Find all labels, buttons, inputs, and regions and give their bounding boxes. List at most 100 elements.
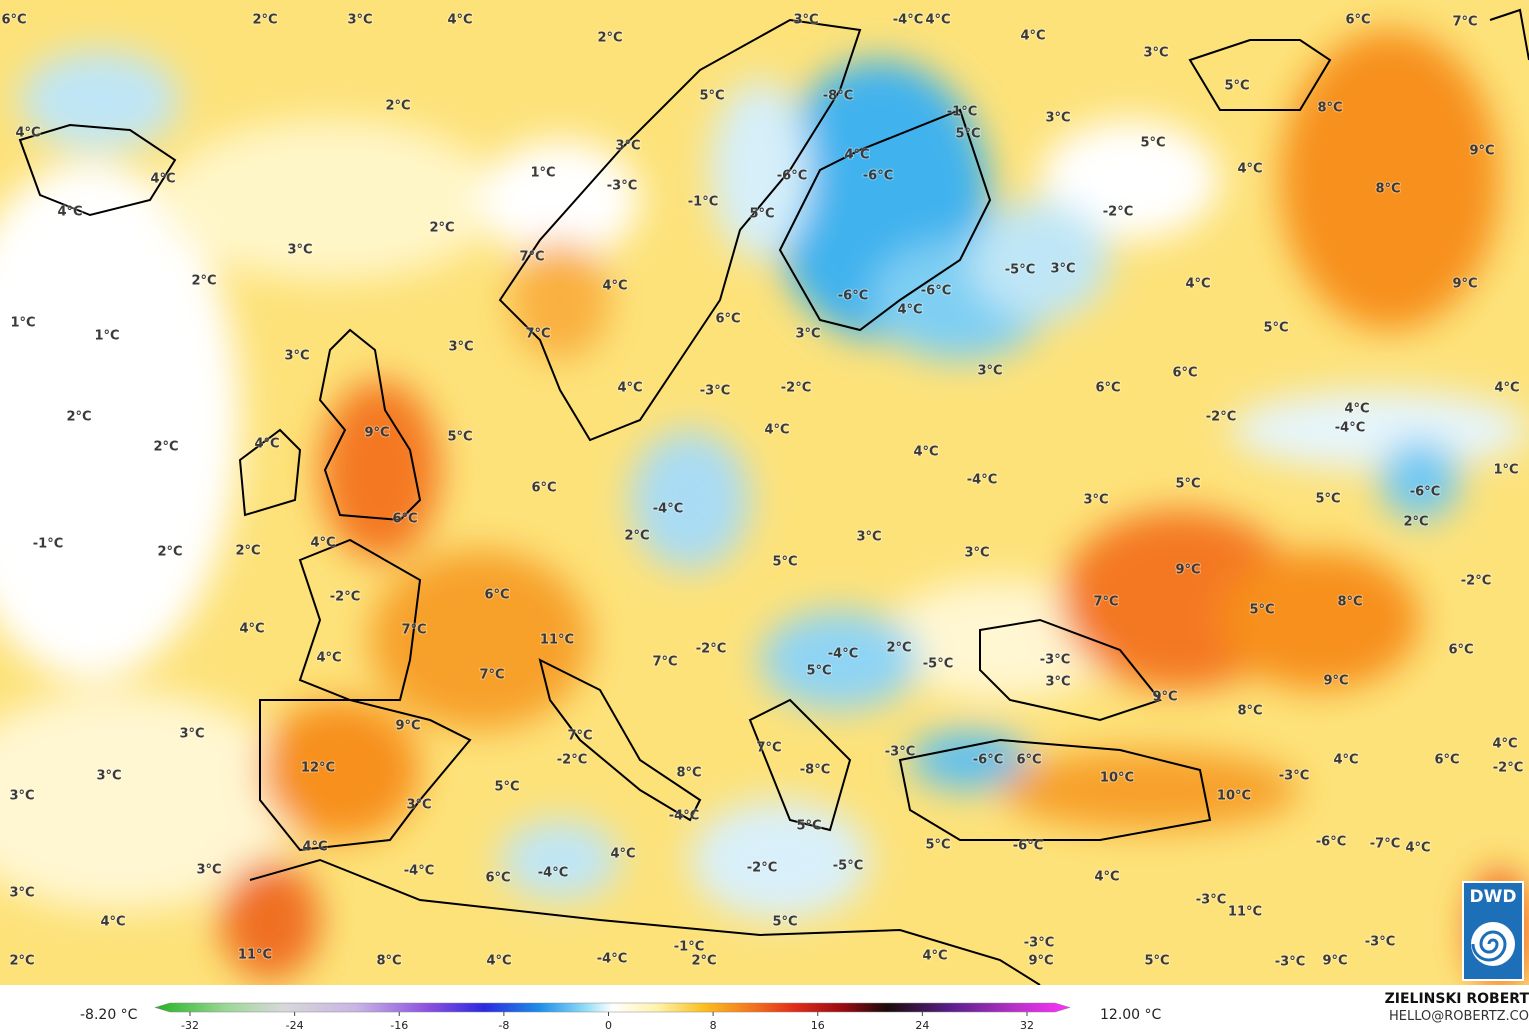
temperature-label: 3°C: [795, 327, 820, 342]
temperature-label: -3°C: [1279, 769, 1309, 784]
temperature-label: 2°C: [597, 31, 622, 46]
temperature-label: 9°C: [1469, 144, 1494, 159]
temperature-label: 6°C: [1434, 753, 1459, 768]
temperature-label: -1°C: [33, 537, 63, 552]
temperature-label: 3°C: [9, 789, 34, 804]
temperature-label: 4°C: [1405, 841, 1430, 856]
temperature-label: 4°C: [316, 651, 341, 666]
temperature-label: -8°C: [823, 89, 853, 104]
temperature-label: -3°C: [1024, 936, 1054, 951]
temperature-label: 3°C: [856, 530, 881, 545]
temperature-label: 7°C: [1452, 15, 1477, 30]
temperature-label: 4°C: [239, 622, 264, 637]
temperature-label: 9°C: [1152, 690, 1177, 705]
temperature-label: 5°C: [772, 915, 797, 930]
temperature-label: 4°C: [1185, 277, 1210, 292]
temperature-label: 5°C: [955, 127, 980, 142]
temperature-label: -3°C: [1275, 955, 1305, 970]
temperature-label: 5°C: [1224, 79, 1249, 94]
temperature-label: 5°C: [447, 430, 472, 445]
temperature-label: 8°C: [676, 766, 701, 781]
temperature-label: 6°C: [1095, 381, 1120, 396]
temperature-label: 7°C: [479, 668, 504, 683]
temperature-label: -2°C: [1493, 761, 1523, 776]
temperature-label: 3°C: [977, 364, 1002, 379]
temperature-label: 3°C: [1045, 111, 1070, 126]
temperature-label: 4°C: [486, 954, 511, 969]
temperature-label: 4°C: [610, 847, 635, 862]
colorbar-tick-label: -24: [286, 1019, 304, 1032]
temperature-label: -4°C: [828, 647, 858, 662]
temperature-label: 4°C: [1094, 870, 1119, 885]
temperature-label: -2°C: [781, 381, 811, 396]
temperature-labels: 6°C 2°C 3°C 4°C 3°C -4°C 4°C 2°C 4°C 6°C 7°C 3°C 5°C…: [0, 12, 1524, 971]
temperature-label: 4°C: [602, 279, 627, 294]
temperature-label: 7°C: [1093, 595, 1118, 610]
temperature-label: 5°C: [1175, 477, 1200, 492]
temperature-label: 5°C: [494, 780, 519, 795]
temperature-label: 5°C: [699, 89, 724, 104]
temperature-label: 4°C: [764, 423, 789, 438]
temperature-label: 4°C: [1492, 737, 1517, 752]
temperature-label: 4°C: [1333, 753, 1358, 768]
temperature-label: 6°C: [484, 588, 509, 603]
temperature-label: 5°C: [796, 819, 821, 834]
temperature-label: 5°C: [1249, 603, 1274, 618]
temperature-label: 3°C: [1050, 262, 1075, 277]
temperature-label: 11°C: [238, 948, 272, 963]
temperature-label: 1°C: [94, 329, 119, 344]
temperature-label: 3°C: [964, 546, 989, 561]
temperature-label: 4°C: [913, 445, 938, 460]
temperature-label: 4°C: [57, 205, 82, 220]
temperature-label: 9°C: [1323, 674, 1348, 689]
temperature-label: 4°C: [1237, 162, 1262, 177]
temperature-label: 11°C: [1228, 905, 1262, 920]
temperature-label: -2°C: [557, 753, 587, 768]
temperature-label: -3°C: [607, 179, 637, 194]
temperature-label: 3°C: [347, 13, 372, 28]
temperature-label: 2°C: [624, 529, 649, 544]
colorbar-tick-label: -16: [390, 1019, 408, 1032]
temperature-label: 6°C: [1448, 643, 1473, 658]
temperature-label: 12°C: [301, 761, 335, 776]
temperature-label: 3°C: [9, 886, 34, 901]
temperature-label: -6°C: [1013, 839, 1043, 854]
min-label: -8.20 °C: [80, 1007, 138, 1023]
temperature-label: 8°C: [1237, 704, 1262, 719]
temperature-label: 2°C: [886, 641, 911, 656]
temperature-label: -2°C: [1103, 205, 1133, 220]
temperature-label: -3°C: [700, 384, 730, 399]
temperature-label: -4°C: [653, 502, 683, 517]
colorbar: -8.20 °C 12.00 °C -32 -24 -16 -8 0 8 16 24 32: [80, 1002, 1162, 1032]
temperature-label: 3°C: [793, 13, 818, 28]
temperature-label: 3°C: [1045, 675, 1070, 690]
temperature-label: 7°C: [525, 327, 550, 342]
temperature-label: 7°C: [652, 655, 677, 670]
temperature-label: -4°C: [538, 866, 568, 881]
credit-email: HELLO@ROBERTZ.CO: [1389, 1009, 1529, 1024]
temperature-label: 9°C: [1452, 277, 1477, 292]
temperature-label: 3°C: [1083, 493, 1108, 508]
temperature-label: 4°C: [310, 536, 335, 551]
colorbar-gradient: [154, 1002, 1071, 1013]
temperature-label: -6°C: [1410, 485, 1440, 500]
temperature-label: -8°C: [800, 763, 830, 778]
temperature-label: -2°C: [696, 642, 726, 657]
temperature-label: 11°C: [540, 633, 574, 648]
temperature-label: 2°C: [1403, 515, 1428, 530]
temperature-label: -4°C: [669, 809, 699, 824]
temperature-label: 1°C: [530, 166, 555, 181]
temperature-label: 2°C: [691, 954, 716, 969]
temperature-label: 2°C: [191, 274, 216, 289]
temperature-label: 4°C: [844, 148, 869, 163]
temperature-label: 9°C: [1028, 954, 1053, 969]
temperature-label: -1°C: [947, 105, 977, 120]
temperature-label: 4°C: [447, 13, 472, 28]
temperature-label: -3°C: [1365, 935, 1395, 950]
temperature-label: -6°C: [921, 284, 951, 299]
temperature-label: 10°C: [1217, 789, 1251, 804]
temperature-label: 6°C: [1016, 753, 1041, 768]
temperature-label: 8°C: [1375, 182, 1400, 197]
temperature-label: 6°C: [485, 871, 510, 886]
